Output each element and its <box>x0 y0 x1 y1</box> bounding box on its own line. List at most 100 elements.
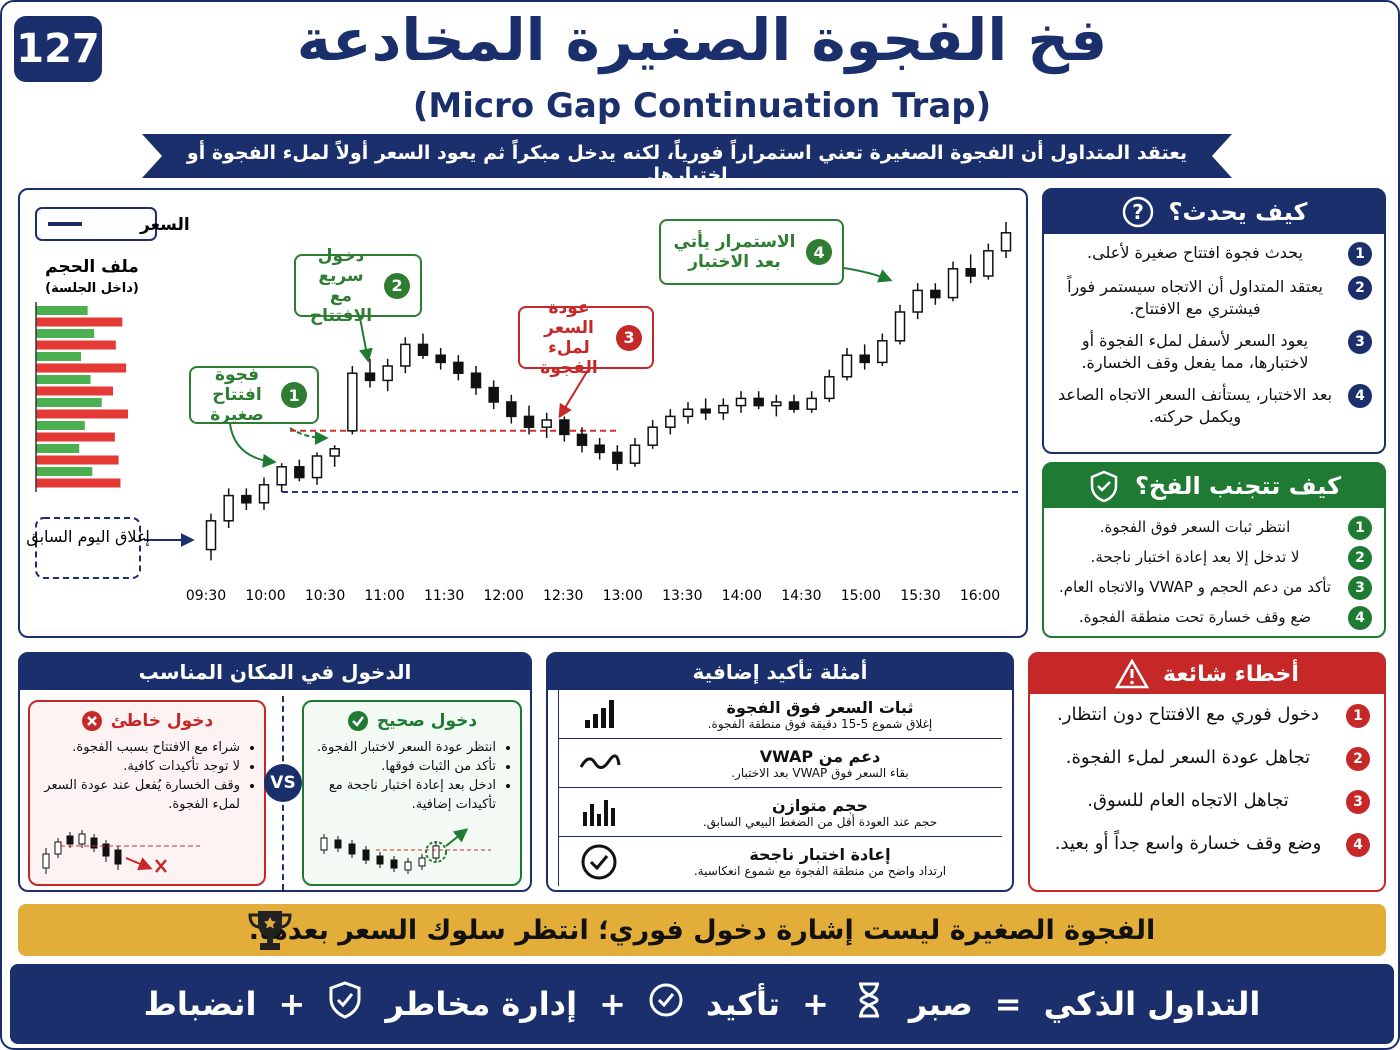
chart-panel: السعر ملف الحجم (داخل الجلسة) إغلاق اليوم ا… <box>18 188 1028 638</box>
confirm-text: حجم متوازن حجم عند العودة أقل من الضغط ال… <box>638 796 1002 829</box>
volume-bar <box>36 432 115 442</box>
candle-body <box>771 401 782 407</box>
x-tick-label: 11:00 <box>364 588 404 604</box>
x-tick-label: 09:30 <box>186 588 226 604</box>
correct-box: دخول صحيح انتظر عودة السعر لاختبار الفجو… <box>302 700 522 886</box>
mistakes-panel: أخطاء شائعة 1 دخول فوري مع الافتتاح دون ا… <box>1028 652 1386 892</box>
volume-bar <box>36 455 119 465</box>
price-chart: السعر ملف الحجم (داخل الجلسة) إغلاق اليوم ا… <box>26 207 1022 604</box>
candle-body <box>665 415 676 428</box>
confirm-item: ثبات السعر فوق الفجوة إغلاق شموع 5-15 دقي… <box>558 690 1002 739</box>
list-item: 1 انتظر ثبات السعر فوق الفجوة. <box>1056 516 1372 540</box>
tip-strip: الفجوة الصغيرة ليست إشارة دخول فوري؛ انت… <box>18 904 1386 956</box>
number-badge: 1 <box>1348 242 1372 266</box>
volume-bar <box>36 317 123 327</box>
bullet: تأكد من الثبات فوقها. <box>314 757 496 776</box>
candle-body <box>523 415 535 428</box>
panel-title: الدخول في المكان المناسب <box>138 660 412 684</box>
candle-body <box>806 397 817 410</box>
volume-bar <box>36 398 102 407</box>
list: 1 انتظر ثبات السعر فوق الفجوة. 2 لا تدخل إل… <box>1044 508 1384 644</box>
formula-part: صبر <box>908 985 973 1023</box>
panel-title: أخطاء شائعة <box>1163 661 1299 687</box>
x-tick-label: 15:30 <box>900 588 940 604</box>
candle-body <box>912 289 923 313</box>
number-badge: 1 <box>1346 704 1370 728</box>
confirm-icon <box>558 690 638 738</box>
candle-body <box>718 404 729 414</box>
list-item: 1 دخول فوري مع الافتتاح دون انتظار. <box>1044 704 1370 728</box>
candle-body <box>594 444 605 454</box>
candle-body <box>930 289 941 299</box>
x-tick-label: 12:30 <box>543 588 583 604</box>
list-item: 2 تجاهل عودة السعر لملء الفجوة. <box>1044 747 1370 771</box>
annotation-text: فجوة افتتاح صغيرة <box>210 365 264 425</box>
x-tick-label: 15:00 <box>841 588 881 604</box>
candle-body <box>682 408 694 418</box>
candle-body <box>629 444 641 464</box>
panel-header: أمثلة تأكيد إضافية <box>548 654 1012 690</box>
number-badge: 4 <box>1348 606 1372 630</box>
arrow <box>843 267 893 283</box>
confirm-desc: ارتداد واضح من منطقة الفجوة مع شموع انعك… <box>693 864 947 878</box>
item-text: تجاهل الاتجاه العام للسوق. <box>1087 790 1289 811</box>
arrow <box>558 369 589 419</box>
confirm-item: حجم متوازن حجم عند العودة أقل من الضغط ال… <box>558 788 1002 837</box>
list: ثبات السعر فوق الفجوة إغلاق شموع 5-15 دقي… <box>548 690 1012 886</box>
confirm-icon <box>558 837 638 886</box>
candle-body <box>453 361 464 374</box>
volume-subtitle: (داخل الجلسة) <box>45 281 139 296</box>
number-badge: 3 <box>1348 576 1372 600</box>
icon <box>347 711 368 731</box>
candle-body <box>223 494 234 522</box>
confirm-title: حجم متوازن <box>772 795 868 815</box>
annotation: 4 الاستمرار يأتي بعد الاختبار <box>659 219 844 285</box>
candle-body <box>258 484 270 504</box>
how-panel: كيف يحدث؟? 1 يحدث فجوة افتتاح صغيرة لأعلى… <box>1042 188 1386 454</box>
candle-body <box>753 397 764 407</box>
volume-title: ملف الحجم <box>45 257 139 277</box>
annotation: 2 دخول سريع مع الافتتاح <box>294 246 422 326</box>
x-tick-label: 12:00 <box>484 588 524 604</box>
box-title: دخول صحيح <box>376 711 478 731</box>
formula-icon <box>851 980 887 1028</box>
confirm-icon <box>558 788 638 836</box>
volume-bar <box>36 409 128 419</box>
formula-part: إدارة مخاطر <box>385 985 578 1023</box>
item-text: يحدث فجوة افتتاح صغيرة لأعلى. <box>1087 243 1303 262</box>
candle-body <box>612 451 623 464</box>
icon <box>579 754 620 769</box>
list: 1 يحدث فجوة افتتاح صغيرة لأعلى. 2 يعتقد الم… <box>1044 234 1384 446</box>
candle-body <box>417 343 429 356</box>
formula-part: تأكيد <box>705 985 781 1023</box>
mini-chart <box>320 828 491 874</box>
x-tick-label: 14:00 <box>722 588 762 604</box>
panel-header: كيف يحدث؟? <box>1044 190 1384 234</box>
candle-body <box>559 419 570 436</box>
box-title: دخول خاطئ <box>110 711 214 731</box>
tip: الفجوة الصغيرة ليست إشارة دخول فوري؛ انت… <box>248 914 1156 946</box>
confirm-desc: إغلاق شموع 5-15 دقيقة فوق منطقة الفجوة. <box>707 716 933 731</box>
number-badge: 2 <box>384 272 410 299</box>
icon <box>581 844 616 879</box>
x-tick-label: 16:00 <box>960 588 1000 604</box>
x-tick-label: 13:30 <box>662 588 702 604</box>
candle-body <box>488 386 499 403</box>
icon <box>584 700 614 728</box>
formula-part: التداول الذكي <box>1043 985 1261 1023</box>
confirm-title: ثبات السعر فوق الفجوة <box>726 697 914 717</box>
formula-icon <box>327 980 363 1028</box>
volume-bar <box>36 421 85 430</box>
banner-text: يعتقد المتداول أن الفجوة الصغيرة تعني اس… <box>186 142 1188 186</box>
number-badge: 4 <box>1348 384 1372 408</box>
number-badge: 3 <box>1348 330 1372 354</box>
arrow <box>289 427 329 445</box>
volume-bar <box>36 478 121 488</box>
formula-part: + <box>599 985 626 1023</box>
badge: 127 <box>14 16 102 82</box>
icon <box>81 711 102 731</box>
title: فخ الفجوة الصغيرة المخادعة <box>296 6 1108 74</box>
svg-text:?: ? <box>1132 200 1144 224</box>
icon <box>582 800 615 826</box>
number-badge: 2 <box>1348 546 1372 570</box>
